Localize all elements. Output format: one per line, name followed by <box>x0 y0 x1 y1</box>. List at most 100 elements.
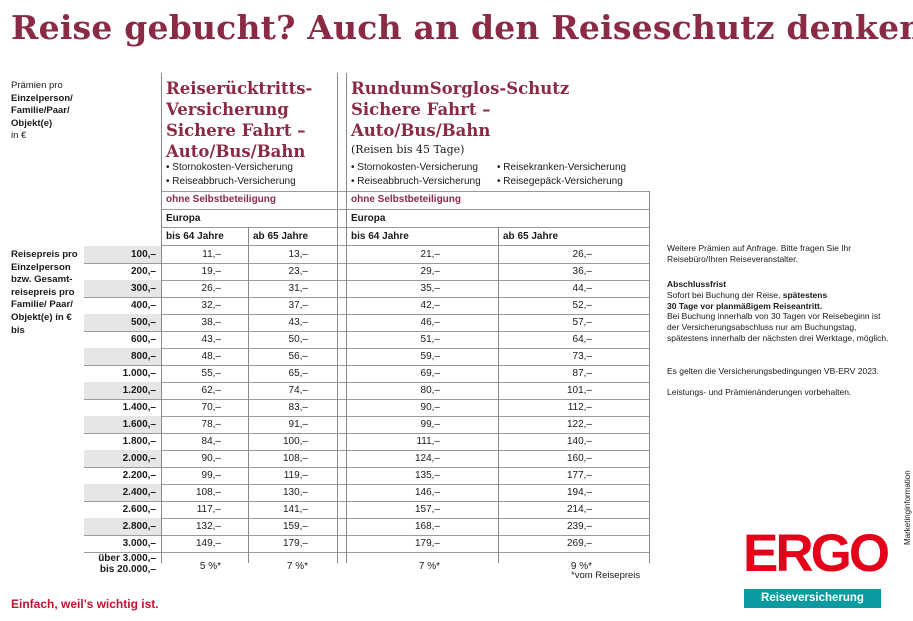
divider <box>161 209 649 210</box>
premium-cell: 159,– <box>282 521 308 532</box>
row-divider <box>84 280 649 281</box>
row-shade <box>84 246 161 263</box>
premium-cell: 35,– <box>420 283 440 294</box>
premium-cell: 91,– <box>288 419 308 430</box>
premium-cell: 55,– <box>201 368 221 379</box>
premium-cell: 64,– <box>572 334 592 345</box>
travel-price-cell: 1.600,– <box>122 419 156 430</box>
travel-price-cell: 1.000,– <box>122 368 156 379</box>
premium-cell: 69,– <box>420 368 440 379</box>
footnote: *vom Reisepreis <box>571 570 641 581</box>
product2-bullet: • Reisegepäck-Versicherung <box>497 176 623 187</box>
deadline-title: Abschlussfrist <box>667 279 727 289</box>
premium-cell: 50,– <box>288 334 308 345</box>
column-divider <box>498 227 499 563</box>
premium-label-line: in € <box>11 130 27 142</box>
premium-cell: 73,– <box>572 351 592 362</box>
travel-price-cell: 2.800,– <box>122 521 156 532</box>
deadline-text-part: Bei Buchung innerhalb von 30 Tagen vor R… <box>667 311 889 343</box>
premium-cell: 74,– <box>288 385 308 396</box>
premium-cell: 78,– <box>201 419 221 430</box>
premium-cell: 38,– <box>201 317 221 328</box>
premium-cell: 90,– <box>201 453 221 464</box>
premium-cell: 177,– <box>566 470 592 481</box>
premium-cell: 31,– <box>288 283 308 294</box>
column-divider <box>649 191 650 563</box>
premium-cell: 84,– <box>201 436 221 447</box>
row-shade <box>84 348 161 365</box>
travel-price-cell: 2.600,– <box>122 504 156 515</box>
product1-col-old: ab 65 Jahre <box>253 231 309 242</box>
premium-cell: 59,– <box>420 351 440 362</box>
premium-cell: 132,– <box>195 521 221 532</box>
row-divider <box>84 382 649 383</box>
travel-price-cell: 2.400,– <box>122 487 156 498</box>
page-title: Reise gebucht? Auch an den Reiseschutz d… <box>11 8 913 47</box>
premium-cell: 108,– <box>195 487 221 498</box>
row-divider <box>84 365 649 366</box>
premium-cell: 99,– <box>420 419 440 430</box>
travel-price-cell: 1.800,– <box>122 436 156 447</box>
divider <box>161 191 649 192</box>
premium-cell: 111,– <box>416 436 440 447</box>
premium-cell: 157,– <box>414 504 440 515</box>
reservation-note: Leistungs- und Prämienänderungen vorbeha… <box>667 387 852 397</box>
row-divider <box>84 433 649 434</box>
deadline-text: Sofort bei Buchung der Reise, spätestens… <box>667 290 892 344</box>
divider <box>161 245 649 246</box>
premium-cell: 140,– <box>566 436 592 447</box>
premium-label: Prämien pro Einzelperson/ Familie/Paar/ … <box>11 80 97 143</box>
divider <box>161 227 649 228</box>
deadline-emphasis: spätestens <box>782 290 828 300</box>
premium-cell: 135,– <box>414 470 440 481</box>
premium-cell: 194,– <box>566 487 592 498</box>
premium-cell: 146,– <box>414 487 440 498</box>
product2-region: Europa <box>351 213 386 224</box>
premium-cell: 168,– <box>414 521 440 532</box>
row-divider <box>84 467 649 468</box>
premium-cell: 160,– <box>566 453 592 464</box>
premium-percent-cell: 7 %* <box>286 561 308 572</box>
premium-cell: 11,– <box>202 249 221 260</box>
travel-price-cell: 1.400,– <box>122 402 156 413</box>
column-divider <box>161 73 162 563</box>
premium-cell: 65,– <box>288 368 308 379</box>
premium-cell: 46,– <box>420 317 440 328</box>
premium-cell: 119,– <box>283 470 308 481</box>
premium-cell: 26,– <box>572 249 592 260</box>
row-divider <box>84 297 649 298</box>
row-label: Reisepreis pro Einzel­person bzw. Gesamt… <box>11 249 78 336</box>
product1-col-young: bis 64 Jahre <box>166 231 224 242</box>
premium-cell: 108,– <box>282 453 308 464</box>
product2-col-old: ab 65 Jahre <box>503 231 559 242</box>
premium-cell: 179,– <box>414 538 440 549</box>
product2-subtitle: (Reisen bis 45 Tage) <box>351 143 465 156</box>
premium-label-line: Einzelperson/ <box>11 92 73 104</box>
product2-bullet: • Reisekranken-Versicherung <box>497 162 627 173</box>
premium-cell: 83,– <box>288 402 308 413</box>
marketing-info-label: Marketinginformation <box>903 470 912 545</box>
row-divider <box>84 552 649 553</box>
product2-col-young: bis 64 Jahre <box>351 231 409 242</box>
travel-price-cell: bis 20.000,– <box>99 564 156 575</box>
premium-cell: 239,– <box>566 521 592 532</box>
premium-cell: 52,– <box>572 300 592 311</box>
premium-cell: 19,– <box>201 266 221 277</box>
premium-label-line: Prämien pro <box>11 80 63 91</box>
row-divider <box>84 314 649 315</box>
premium-cell: 56,– <box>288 351 308 362</box>
premium-cell: 43,– <box>201 334 221 345</box>
premium-cell: 214,– <box>566 504 592 515</box>
premium-cell: 87,– <box>572 368 592 379</box>
premium-cell: 62,– <box>201 385 221 396</box>
product2-title: RundumSorglos-Schutz Sichere Fahrt – Aut… <box>351 79 570 140</box>
product1-title: Reiserücktritts- Versicherung Sichere Fa… <box>166 79 313 161</box>
row-divider <box>84 399 649 400</box>
ergo-tagline: Reiseversicherung <box>744 589 881 608</box>
row-shade <box>84 280 161 297</box>
product2-bullet: • Reiseabbruch-Versicherung <box>351 176 481 187</box>
slogan: Einfach, weil’s wichtig ist. <box>11 597 159 611</box>
travel-price-cell: 600,– <box>130 334 156 345</box>
row-divider <box>84 518 649 519</box>
product2-bullet: • Stornokosten-Versicherung <box>351 162 478 173</box>
